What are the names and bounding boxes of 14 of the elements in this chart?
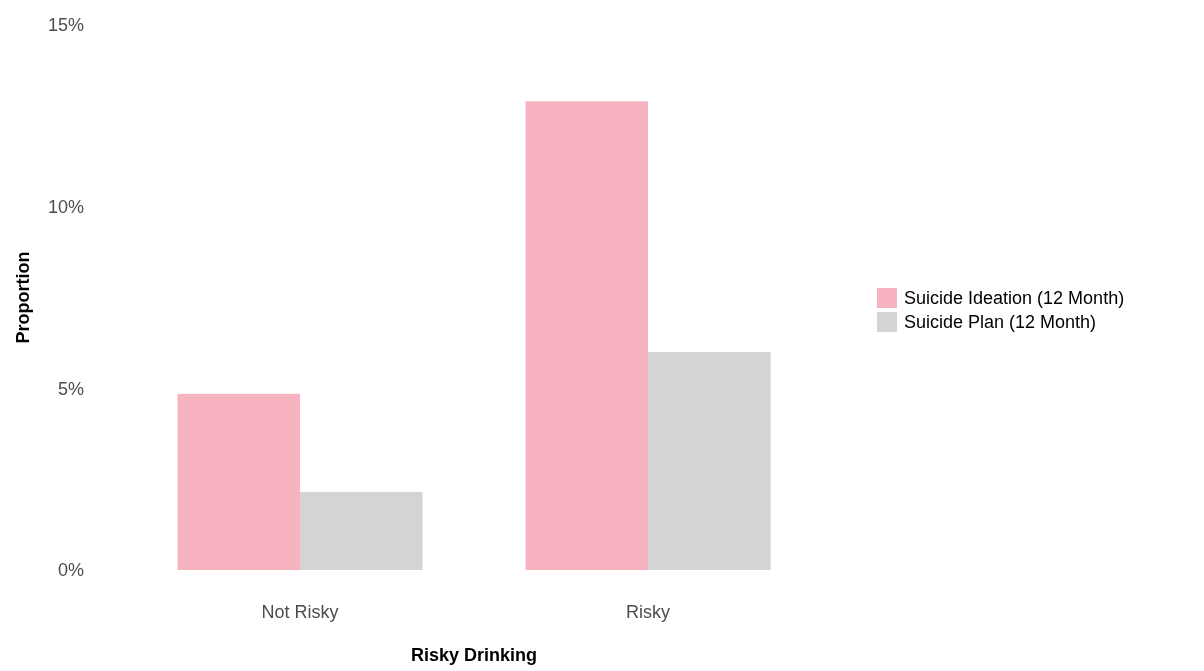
y-axis-title: Proportion	[13, 251, 33, 344]
x-axis-title: Risky Drinking	[410, 645, 538, 665]
bar	[525, 101, 648, 570]
y-tick-label: 10%	[47, 196, 84, 217]
x-tick-label: Not Risky	[261, 602, 339, 623]
y-tick-label: 0%	[57, 560, 84, 581]
legend-label: Suicide Ideation (12 Month)	[904, 288, 1125, 309]
bar	[648, 352, 771, 570]
y-tick-label: 15%	[47, 15, 84, 36]
bar	[300, 491, 423, 570]
bar	[177, 393, 300, 570]
legend-label: Suicide Plan (12 Month)	[904, 312, 1097, 333]
x-tick-label: Risky	[626, 602, 670, 623]
y-tick-label: 5%	[57, 378, 84, 399]
